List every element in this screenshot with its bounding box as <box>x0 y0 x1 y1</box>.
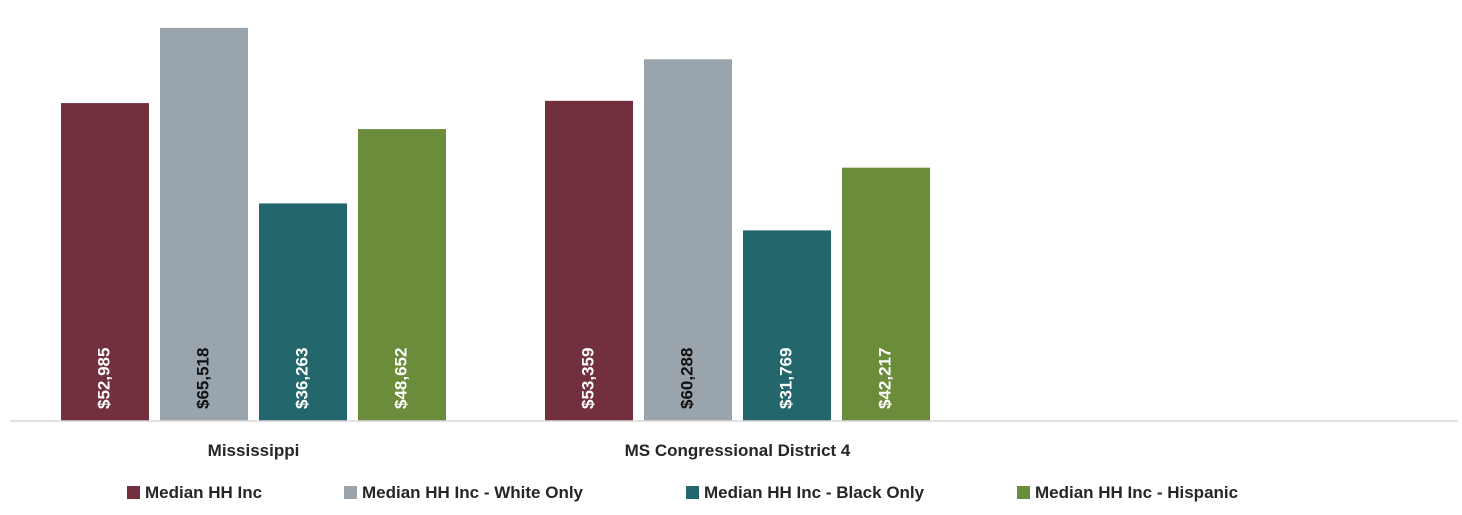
legend-item-median-hh-inc-white-only: Median HH Inc - White Only <box>344 483 584 502</box>
legend-label-median-hh-inc-black-only: Median HH Inc - Black Only <box>704 483 925 502</box>
bar-ms-congressional-district-4-median-hh-inc <box>545 100 633 421</box>
legend-item-median-hh-inc: Median HH Inc <box>127 483 262 502</box>
legend-label-median-hh-inc-hispanic: Median HH Inc - Hispanic <box>1035 483 1238 502</box>
legend: Median HH Inc Median HH Inc - White Only M… <box>127 483 1238 502</box>
data-label-ms-congressional-district-4-median-hh-inc-white-only: $60,288 <box>677 348 696 409</box>
bar-ms-congressional-district-4-median-hh-inc-hispanic <box>842 167 930 421</box>
legend-swatch-median-hh-inc-black-only <box>686 486 699 499</box>
bars-layer: $52,985 $65,518 $36,263 $48,652 $53,359 $60,2… <box>61 27 930 422</box>
legend-item-median-hh-inc-hispanic: Median HH Inc - Hispanic <box>1017 483 1238 502</box>
data-label-mississippi-median-hh-inc: $52,985 <box>94 348 113 409</box>
bar-ms-congressional-district-4-median-hh-inc-white-only <box>644 59 732 421</box>
bar-mississippi-median-hh-inc-white-only <box>160 27 248 422</box>
legend-label-median-hh-inc: Median HH Inc <box>145 483 262 502</box>
legend-item-median-hh-inc-black-only: Median HH Inc - Black Only <box>686 483 925 502</box>
bar-mississippi-median-hh-inc-black-only <box>259 203 347 421</box>
legend-swatch-median-hh-inc-hispanic <box>1017 486 1030 499</box>
data-label-ms-congressional-district-4-median-hh-inc-hispanic: $42,217 <box>875 348 894 409</box>
data-label-mississippi-median-hh-inc-white-only: $65,518 <box>193 348 212 409</box>
legend-label-median-hh-inc-white-only: Median HH Inc - White Only <box>362 483 584 502</box>
data-label-mississippi-median-hh-inc-hispanic: $48,652 <box>391 348 410 409</box>
data-label-ms-congressional-district-4-median-hh-inc-black-only: $31,769 <box>776 348 795 409</box>
data-label-ms-congressional-district-4-median-hh-inc: $53,359 <box>578 348 597 409</box>
legend-swatch-median-hh-inc-white-only <box>344 486 357 499</box>
category-label-mississippi: Mississippi <box>208 441 300 460</box>
data-label-mississippi-median-hh-inc-black-only: $36,263 <box>292 348 311 409</box>
bar-ms-congressional-district-4-median-hh-inc-black-only <box>743 230 831 421</box>
category-label-ms-congressional-district-4: MS Congressional District 4 <box>625 441 851 460</box>
bar-mississippi-median-hh-inc-hispanic <box>358 129 446 421</box>
legend-swatch-median-hh-inc <box>127 486 140 499</box>
category-labels: Mississippi MS Congressional District 4 <box>208 441 851 460</box>
bar-mississippi-median-hh-inc <box>61 103 149 421</box>
